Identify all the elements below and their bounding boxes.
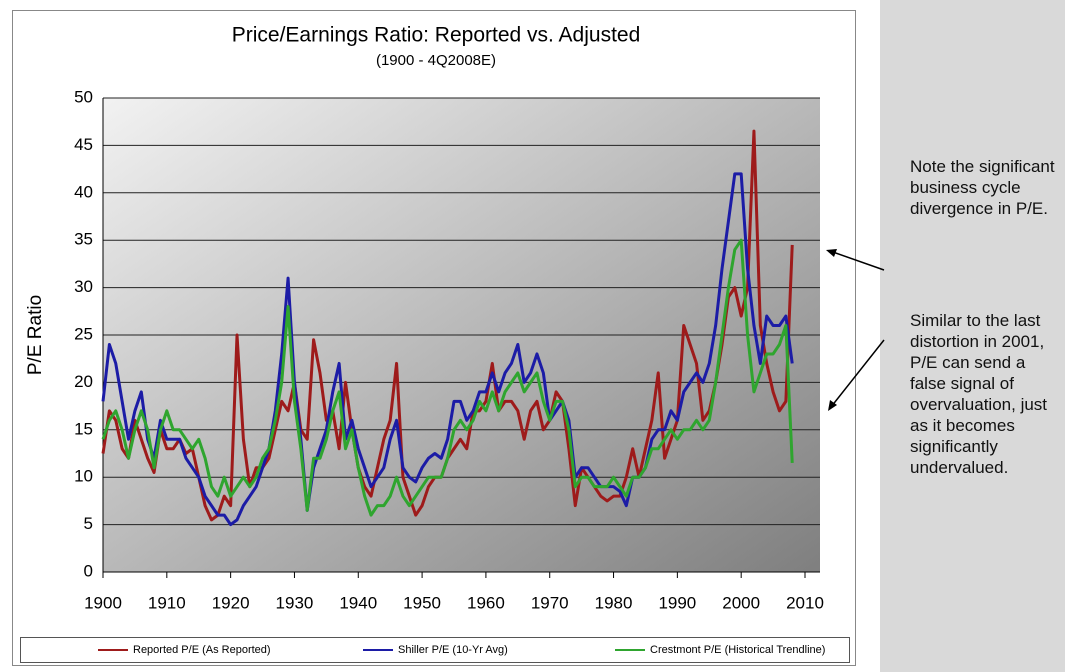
legend-label: Reported P/E (As Reported) (133, 644, 271, 656)
arrowhead (828, 400, 837, 411)
y-tick-label: 30 (74, 277, 93, 296)
series-line (101, 238, 794, 517)
y-tick-label: 5 (84, 514, 93, 533)
x-tick-label: 2010 (786, 593, 824, 612)
y-tick-label: 0 (84, 561, 93, 580)
arrowhead (826, 249, 837, 257)
y-tick-label: 35 (74, 230, 93, 249)
x-tick-label: 1910 (148, 593, 186, 612)
x-tick-label: 2000 (722, 593, 760, 612)
legend (20, 637, 850, 663)
y-tick-label: 45 (74, 135, 93, 154)
y-tick-label: 40 (74, 182, 93, 201)
x-tick-label: 1960 (467, 593, 505, 612)
y-tick-label: 50 (74, 87, 93, 106)
arrow (829, 250, 885, 271)
legend-label: Crestmont P/E (Historical Trendline) (650, 644, 825, 656)
x-tick-label: 1970 (531, 593, 569, 612)
x-tick-label: 1900 (84, 593, 122, 612)
series-line (101, 172, 794, 527)
x-tick-label: 1990 (658, 593, 696, 612)
note: Similar to the last distortion in 2001, … (910, 311, 1048, 477)
x-tick-label: 1940 (339, 593, 377, 612)
y-axis-label: P/E Ratio (25, 295, 46, 375)
y-tick-label: 10 (74, 467, 93, 486)
note: Note the significant business cycle dive… (910, 157, 1055, 218)
x-tick-label: 1980 (595, 593, 633, 612)
side-panel (880, 0, 1065, 672)
arrow (830, 339, 885, 408)
y-tick-label: 20 (74, 372, 93, 391)
legend-label: Shiller P/E (10-Yr Avg) (398, 644, 508, 656)
y-tick-label: 25 (74, 324, 93, 343)
x-tick-label: 1950 (403, 593, 441, 612)
x-tick-label: 1920 (212, 593, 250, 612)
chart-subtitle: (1900 - 4Q2008E) (376, 52, 496, 69)
chart-title: Price/Earnings Ratio: Reported vs. Adjus… (232, 24, 641, 47)
x-tick-label: 1930 (276, 593, 314, 612)
y-tick-label: 15 (74, 419, 93, 438)
